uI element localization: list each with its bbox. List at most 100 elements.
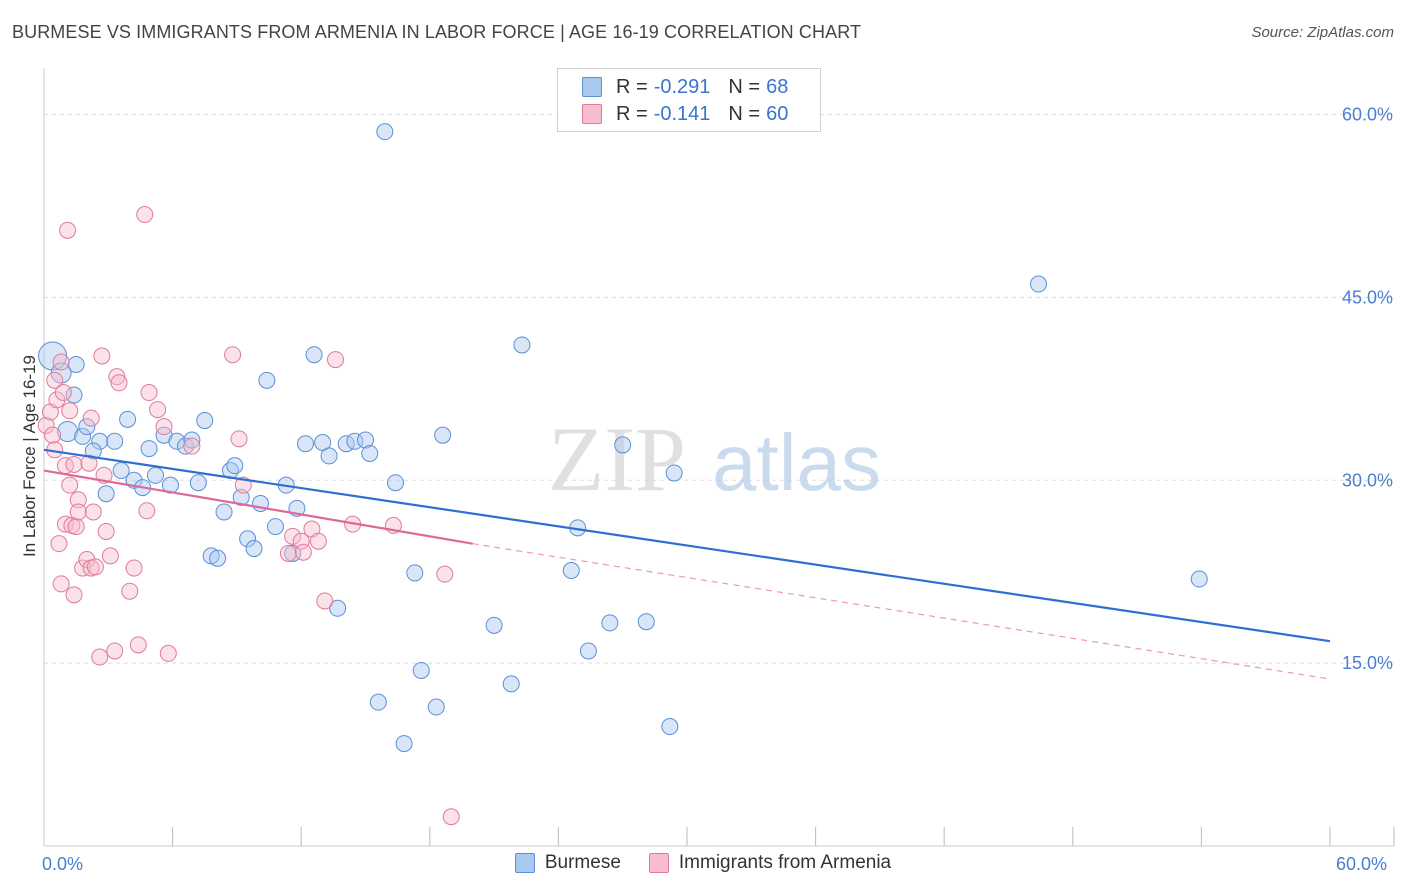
armenia-point-11 (56, 515, 74, 533)
burmese-point-5 (78, 418, 96, 436)
armenia-trend-line (43, 469, 473, 545)
bottom-legend-armenia: Immigrants from Armenia (648, 852, 891, 874)
armenia-point-19 (69, 491, 87, 509)
legend-n-value: 60 (766, 102, 789, 125)
armenia-point-8 (54, 384, 72, 402)
axes (43, 68, 1394, 847)
bottom-legend: Burmese Immigrants from Armenia (0, 852, 1406, 874)
burmese-point-35 (284, 544, 302, 562)
burmese-point-41 (329, 599, 347, 617)
armenia-trend-extension (472, 543, 1331, 680)
armenia-point-16 (65, 455, 83, 473)
watermark-zip: ZIP (548, 408, 686, 510)
armenia-point-52 (294, 543, 312, 561)
armenia-point-17 (67, 518, 85, 536)
armenia-point-28 (91, 648, 109, 666)
armenia-point-55 (316, 592, 334, 610)
armenia-point-26 (82, 409, 100, 427)
burmese-point-65 (1030, 275, 1048, 293)
armenia-point-15 (61, 476, 79, 494)
armenia-point-51 (292, 532, 310, 550)
burmese-point-56 (513, 336, 531, 354)
burmese-point-57 (562, 561, 580, 579)
burmese-point-47 (376, 123, 394, 141)
burmese-point-66 (1190, 570, 1208, 588)
armenia-point-50 (284, 527, 302, 545)
burmese-point-14 (140, 440, 158, 458)
burmese-point-20 (183, 431, 201, 449)
y-axis-title: In Labor Force | Age 16-19 (20, 355, 39, 557)
data-points (37, 123, 1208, 826)
chart-source: Source: ZipAtlas.com (1251, 24, 1394, 41)
armenia-point-7 (52, 353, 70, 371)
watermark-atlas: atlas (712, 418, 881, 507)
armenia-point-31 (97, 522, 115, 540)
armenia-point-45 (183, 437, 201, 455)
burmese-point-55 (502, 675, 520, 693)
armenia-point-2 (44, 426, 62, 444)
burmese-point-4 (74, 427, 92, 445)
burmese-point-40 (320, 447, 338, 465)
burmese-point-29 (239, 530, 257, 548)
armenia-point-38 (129, 636, 147, 654)
armenia-point-56 (326, 351, 344, 369)
burmese-point-25 (215, 503, 233, 521)
burmese-point-51 (412, 661, 430, 679)
burmese-point-49 (395, 735, 413, 753)
legend-n-label: N = (728, 75, 761, 98)
armenia-point-36 (121, 582, 139, 600)
armenia-point-35 (110, 374, 128, 392)
burmese-point-61 (614, 436, 632, 454)
burmese-point-21 (189, 474, 207, 492)
burmese-point-27 (226, 457, 244, 475)
armenia-point-27 (86, 558, 104, 576)
y-tick-label-60: 60.0% (1342, 105, 1393, 125)
y-tick-label-30: 30.0% (1342, 470, 1393, 490)
burmese-point-32 (258, 371, 276, 389)
burmese-point-13 (97, 485, 115, 503)
armenia-point-29 (93, 347, 111, 365)
legend-row-armenia: R = -0.141 N = 60 (582, 101, 788, 127)
armenia-point-59 (436, 565, 454, 583)
armenia-point-44 (159, 644, 177, 662)
burmese-point-8 (106, 432, 124, 450)
burmese-point-63 (661, 718, 679, 736)
armenia-point-21 (74, 559, 92, 577)
armenia-point-54 (309, 532, 327, 550)
burmese-point-18 (168, 432, 186, 450)
y-tick-labels: 15.0% 30.0% 45.0% 60.0% (1342, 105, 1393, 674)
burmese-trend-line (43, 448, 1331, 643)
burmese-point-9 (119, 410, 137, 428)
legend-n-value: 68 (766, 75, 789, 98)
armenia-point-13 (61, 402, 79, 420)
armenia-point-5 (48, 391, 66, 409)
armenia-point-6 (50, 535, 68, 553)
y-tick-label-15: 15.0% (1342, 653, 1393, 673)
legend-row-burmese: R = -0.291 N = 68 (582, 74, 788, 100)
burmese-point-46 (369, 693, 387, 711)
bottom-legend-swatch-burmese (514, 853, 535, 873)
legend: R = -0.291 N = 68 R = -0.141 N = 60 (557, 68, 821, 132)
armenia-point-37 (125, 559, 143, 577)
legend-swatch-armenia (582, 104, 602, 124)
armenia-point-41 (140, 384, 158, 402)
x-tick-label-min: 0.0% (42, 854, 83, 874)
armenia-point-0 (37, 416, 55, 434)
burmese-point-2 (65, 386, 83, 404)
armenia-point-47 (230, 430, 248, 448)
armenia-point-20 (69, 503, 87, 521)
bottom-legend-swatch-armenia (648, 853, 669, 873)
armenia-point-46 (224, 346, 242, 364)
burmese-point-52 (427, 698, 445, 716)
burmese-point-15 (146, 466, 164, 484)
legend-n-label: N = (728, 102, 761, 125)
legend-r-value: -0.141 (653, 102, 711, 125)
burmese-point-10 (112, 462, 130, 480)
legend-r-value: -0.291 (653, 75, 711, 98)
armenia-point-33 (106, 642, 124, 660)
armenia-point-12 (59, 221, 77, 239)
legend-r-label: R = (616, 102, 648, 125)
armenia-point-23 (80, 454, 98, 472)
burmese-point-67 (67, 355, 85, 373)
